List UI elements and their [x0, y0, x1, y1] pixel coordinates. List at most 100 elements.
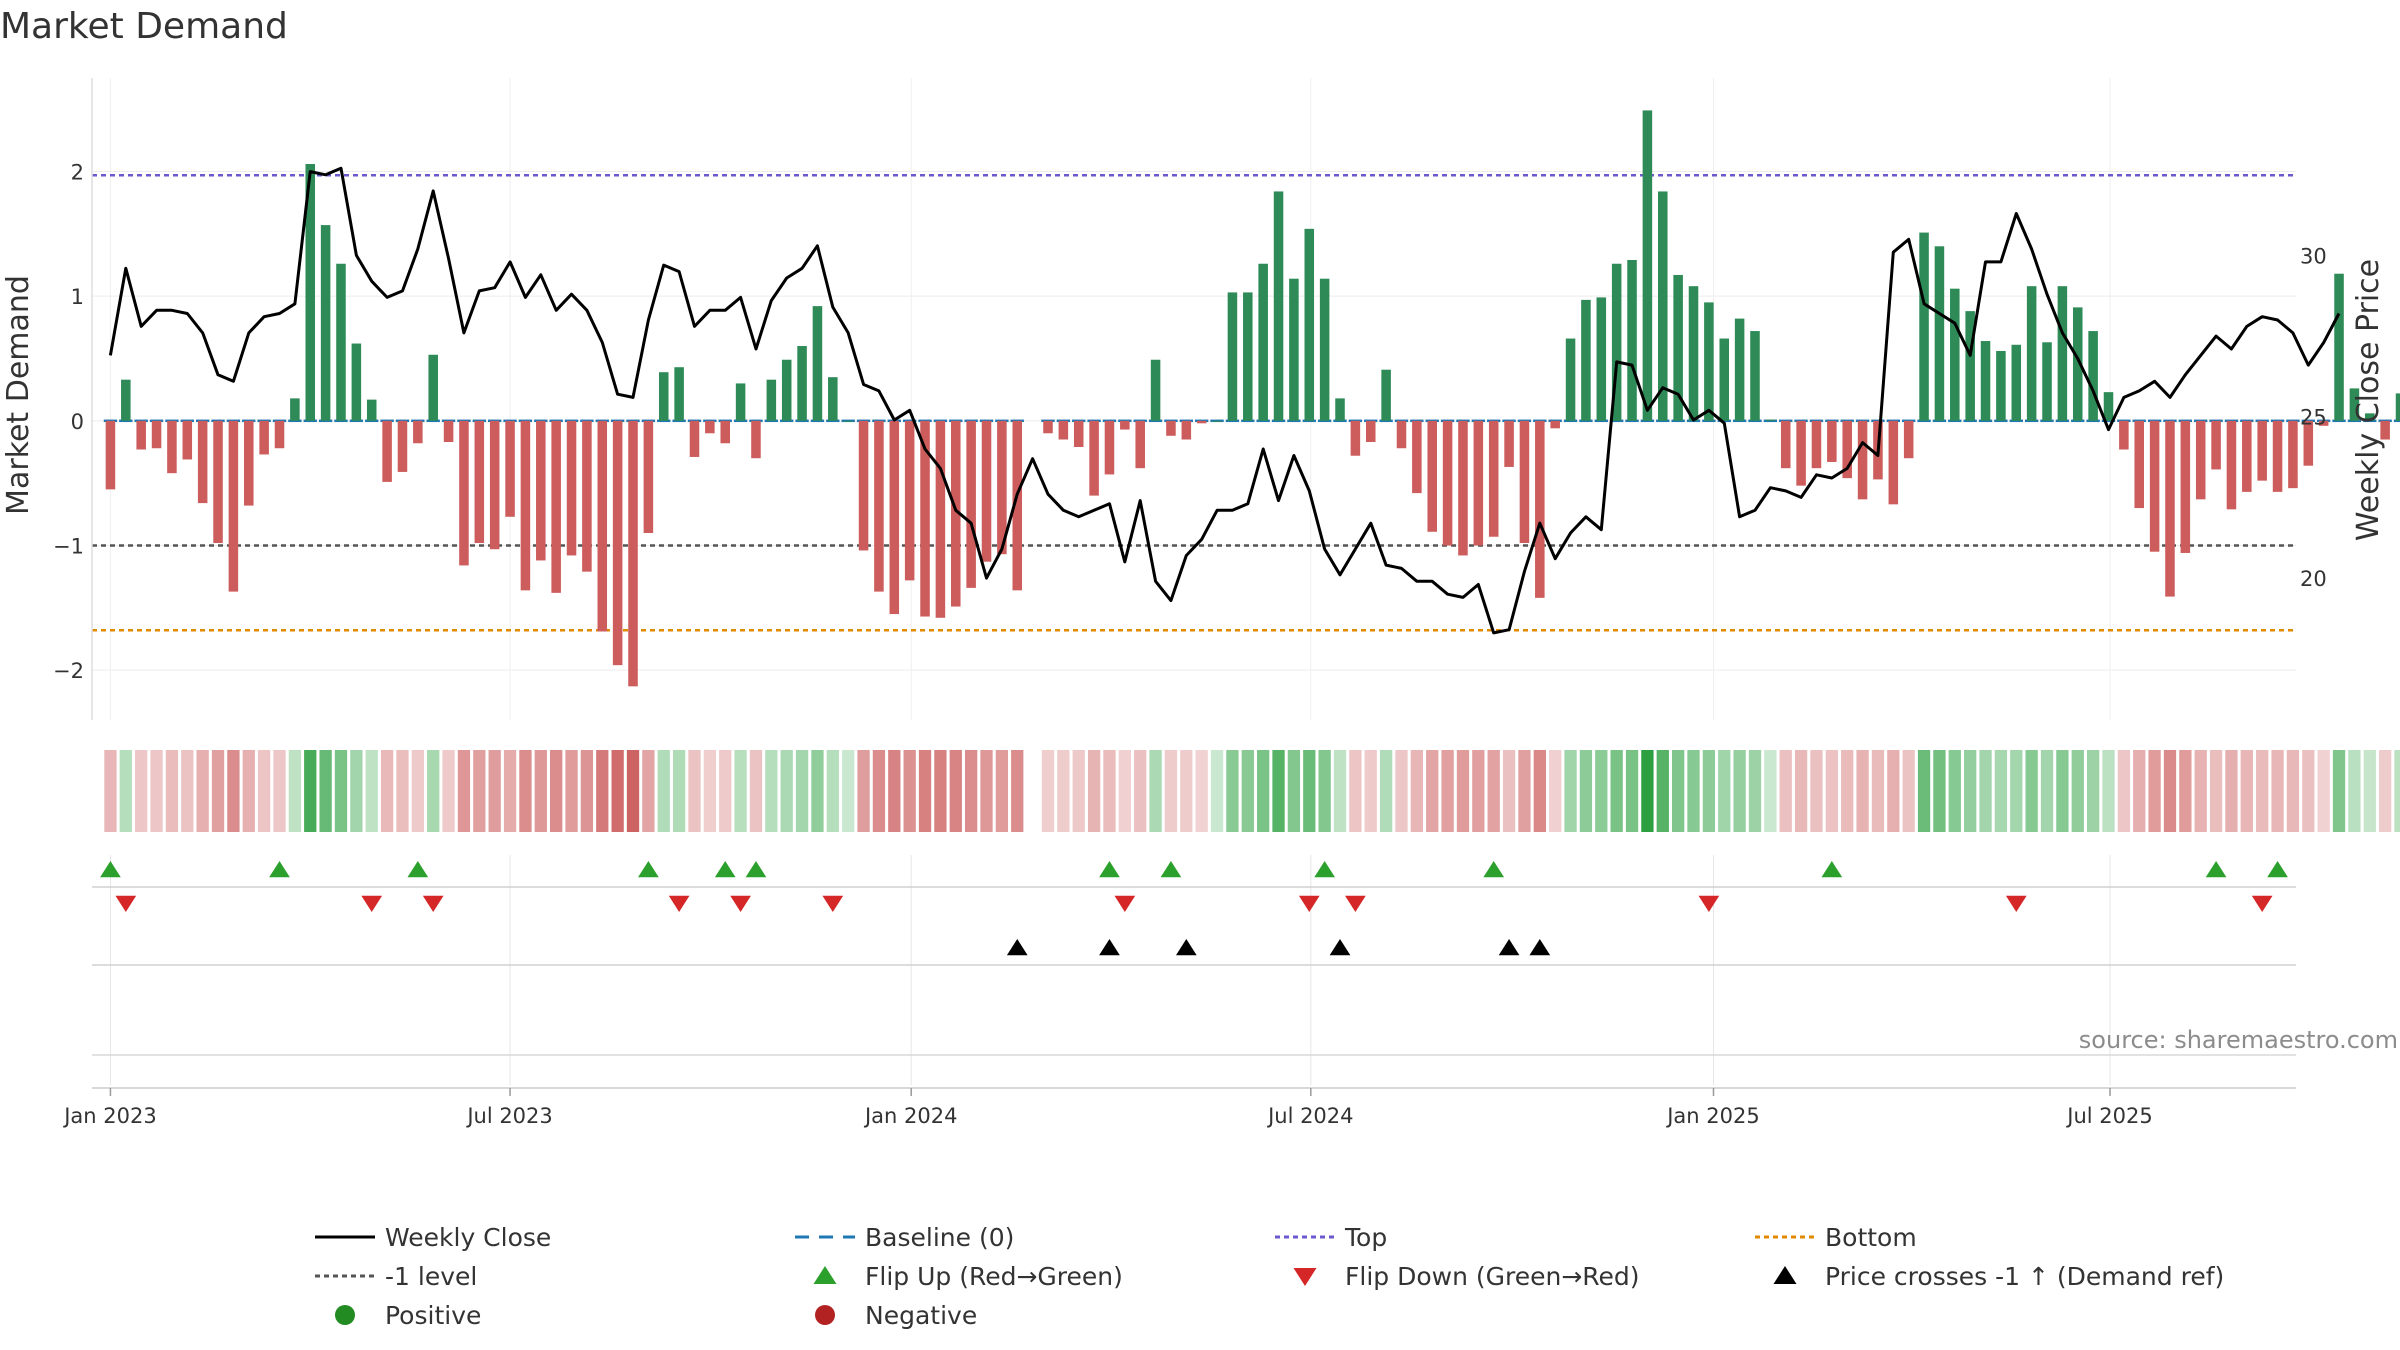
demand-bar — [274, 420, 285, 449]
heat-cell — [1241, 750, 1254, 832]
flip-up-marker — [1160, 861, 1182, 878]
heat-cell — [2363, 750, 2376, 832]
heat-cell — [780, 750, 793, 832]
left-tick-label: 2 — [71, 160, 84, 184]
demand-bar — [2057, 286, 2068, 421]
demand-bar — [935, 420, 946, 618]
demand-bar — [105, 420, 116, 490]
demand-bar — [1550, 420, 1560, 429]
legend-swatch-triangle-down — [1293, 1268, 1317, 1286]
demand-bar — [1996, 351, 2006, 421]
heat-cell — [2225, 750, 2238, 832]
x-tick-label: Jul 2024 — [1266, 1104, 1353, 1128]
demand-bar — [290, 398, 300, 421]
demand-bar — [889, 420, 900, 615]
weekly-close-line — [108, 166, 2341, 635]
right-tick-label: 30 — [2300, 244, 2327, 268]
heat-cell — [1948, 750, 1961, 832]
heat-cell — [703, 750, 717, 832]
flip-down-marker — [1345, 895, 1366, 912]
demand-bar — [2149, 420, 2160, 552]
demand-bar — [1243, 292, 1253, 421]
demand-bar — [2380, 420, 2390, 440]
demand-bar — [1442, 420, 1453, 546]
heat-cell — [1933, 750, 1946, 832]
legend-item: Bottom — [1755, 1223, 1917, 1252]
source-note: source: sharemaestro.com — [2079, 1026, 2398, 1054]
demand-bar — [1289, 278, 1299, 421]
demand-bar — [2226, 420, 2237, 510]
heat-cell — [626, 750, 640, 832]
heat-cell — [350, 750, 363, 832]
heat-cell — [2240, 750, 2253, 832]
demand-bar — [858, 420, 869, 551]
demand-bar — [2288, 420, 2298, 489]
demand-bar — [1473, 420, 1484, 546]
heat-cell — [488, 750, 501, 832]
heat-cell — [135, 750, 148, 832]
demand-bar — [1842, 420, 1852, 479]
demand-bar — [843, 420, 853, 422]
heat-cell — [1103, 750, 1116, 832]
heat-cell — [1041, 750, 1055, 832]
demand-bar — [1750, 331, 1760, 421]
demand-bar — [1427, 420, 1437, 532]
heat-cell — [765, 750, 778, 832]
right-tick-label: 25 — [2300, 406, 2327, 430]
demand-bar — [167, 420, 177, 474]
legend-label: Top — [1344, 1223, 1387, 1252]
flip-down-marker — [1114, 895, 1136, 912]
demand-bar — [1611, 263, 1622, 421]
legend-item: Negative — [815, 1301, 977, 1330]
demand-bar — [628, 420, 638, 687]
demand-bar — [1811, 420, 1822, 469]
demand-bar — [413, 420, 423, 444]
demand-bar — [1596, 297, 1607, 421]
demand-bar — [2165, 420, 2175, 597]
heat-cell — [2086, 750, 2100, 832]
heat-cell — [1533, 750, 1546, 832]
heat-cell — [2133, 750, 2146, 832]
demand-bar — [966, 420, 976, 588]
demand-bar — [1227, 292, 1238, 421]
legend-label: Positive — [385, 1301, 481, 1330]
legend-label: Baseline (0) — [865, 1223, 1014, 1252]
heat-cell — [1472, 750, 1485, 832]
demand-bar — [2042, 342, 2052, 421]
demand-bar — [2318, 420, 2329, 426]
heat-cell — [242, 750, 255, 832]
heat-cell — [2117, 750, 2131, 832]
demand-bar — [2180, 420, 2191, 553]
demand-bar — [1073, 420, 1084, 447]
demand-bar — [197, 420, 208, 504]
legend-item: Weekly Close — [315, 1223, 551, 1252]
heat-cell — [1272, 750, 1285, 832]
demand-bar — [1688, 286, 1699, 421]
heat-cell — [227, 750, 240, 832]
demand-bar — [1581, 299, 1591, 421]
heat-cell — [857, 750, 870, 832]
demand-bar — [305, 164, 316, 421]
demand-bar — [766, 379, 777, 421]
demand-bar — [720, 420, 730, 444]
demand-bar — [459, 420, 469, 566]
heat-cell — [2271, 750, 2284, 832]
demand-bar — [828, 377, 838, 421]
heat-cell — [1733, 750, 1746, 832]
legend-item: Top — [1275, 1223, 1387, 1252]
flip-up-marker — [1314, 861, 1335, 878]
heat-cell — [888, 750, 901, 832]
legend-label: Price crosses -1 ↑ (Demand ref) — [1825, 1262, 2224, 1291]
heat-cell — [211, 750, 225, 832]
heat-cell — [181, 750, 194, 832]
heat-cell — [657, 750, 670, 832]
heat-cell — [119, 750, 132, 832]
heat-cell — [334, 750, 348, 832]
left-tick-label: −2 — [53, 659, 84, 683]
legend-item: Price crosses -1 ↑ (Demand ref) — [1773, 1262, 2224, 1291]
heat-cell — [2209, 750, 2223, 832]
demand-bar — [1780, 420, 1791, 469]
flip-markers — [92, 861, 2296, 912]
heat-cell — [150, 750, 163, 832]
legend-swatch-circle — [815, 1305, 835, 1325]
